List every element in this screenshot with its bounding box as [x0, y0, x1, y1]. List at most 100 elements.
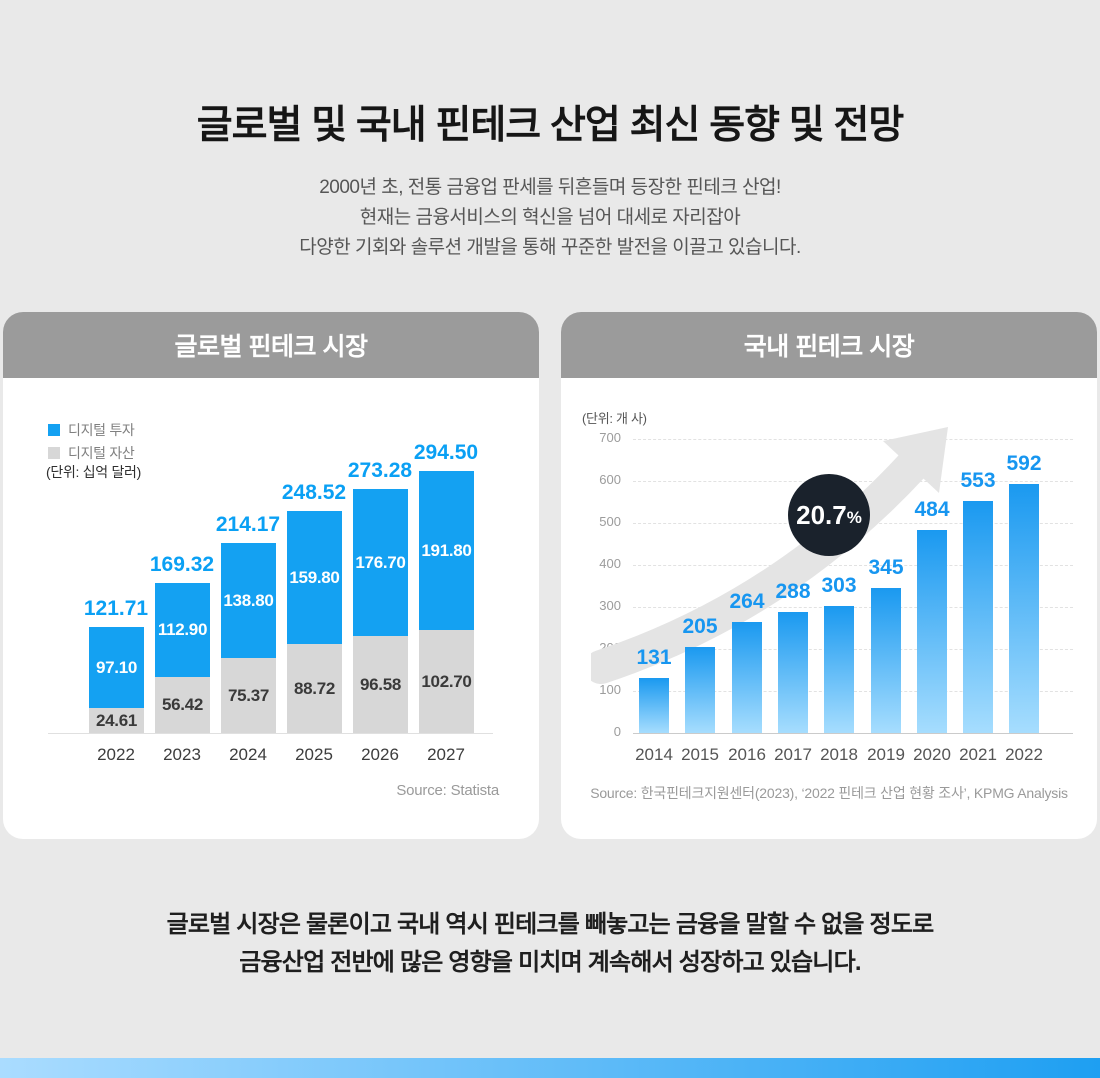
domestic-fintech-card: (단위: 개 사) 0 100 200 300 400 500 600 700 131 2014…	[561, 312, 1097, 839]
legend-label-digital-investment: 디지털 투자	[68, 421, 135, 438]
bar-segment-digital-investment	[155, 583, 210, 677]
page-title: 글로벌 및 국내 핀테크 산업 최신 동향 및 전망	[196, 104, 905, 147]
x-axis-line	[48, 733, 493, 734]
page-subtitle: 2000년 초, 전통 금융업 판세를 뒤흔들며 등장한 핀테크 산업! 현재는…	[0, 173, 1100, 263]
bar-segment-digital-asset	[353, 636, 408, 733]
y-axis-label: 300	[599, 598, 621, 613]
global-chart-plot: 디지털 투자 디지털 자산 (단위: 십억 달러) 97.10 24.61 121.…	[3, 312, 539, 839]
bar-segment-digital-asset	[221, 658, 276, 733]
legend-swatch-gray	[48, 446, 60, 459]
bar-segment-digital-investment	[353, 489, 408, 636]
x-axis-label: 2017	[774, 745, 812, 764]
legend-label-digital-asset: 디지털 자산	[68, 444, 135, 461]
bar	[778, 612, 808, 733]
bar-segment-digital-asset	[89, 708, 144, 733]
bar-segment-digital-investment	[221, 543, 276, 658]
bar	[963, 501, 993, 733]
x-axis-label: 2018	[820, 745, 858, 764]
x-axis-label: 2025	[295, 745, 333, 764]
total-value-label: 121.71	[83, 597, 149, 620]
subtitle-line-3: 다양한 기회와 솔루션 개발을 통해 꾸준한 발전을 이끌고 있습니다.	[299, 237, 801, 258]
segment-value-label: 97.10	[95, 658, 138, 677]
segment-value-label: 176.70	[355, 553, 406, 572]
bar	[917, 530, 947, 733]
y-axis-label: 400	[599, 556, 621, 571]
x-axis-label: 2014	[635, 745, 673, 764]
x-axis-label: 2027	[427, 745, 465, 764]
global-fintech-card: 디지털 투자 디지털 자산 (단위: 십억 달러) 97.10 24.61 121.…	[3, 312, 539, 839]
value-label: 592	[1006, 452, 1042, 475]
growth-badge: 20.7 %	[788, 474, 870, 556]
growth-badge-percent-sign: %	[846, 507, 862, 527]
legend-item-digital-investment: 디지털 투자	[48, 418, 135, 441]
x-axis-label: 2024	[229, 745, 267, 764]
growth-arrow-icon	[584, 397, 991, 697]
bar	[871, 588, 901, 733]
value-label: 553	[960, 469, 996, 492]
total-value-label: 273.28	[347, 459, 413, 482]
domestic-card-title: 국내 핀테크 시장	[743, 333, 915, 361]
bar	[685, 647, 715, 733]
source-text-domestic: Source: 한국핀테크지원센터(2023), ‘2022 핀테크 산업 현황…	[590, 785, 1068, 801]
unit-label-domestic: (단위: 개 사)	[582, 411, 647, 426]
value-label: 264	[729, 590, 765, 613]
gridline	[633, 439, 1073, 440]
x-axis-label: 2015	[681, 745, 719, 764]
segment-value-label: 96.58	[359, 675, 402, 694]
legend-swatch-blue	[48, 423, 60, 436]
value-label: 205	[682, 615, 718, 638]
unit-label-global: (단위: 십억 달러)	[46, 464, 141, 480]
x-axis-label: 2023	[163, 745, 201, 764]
segment-value-label: 102.70	[421, 672, 472, 691]
x-axis-label: 2019	[867, 745, 905, 764]
total-value-label: 214.17	[215, 513, 281, 536]
x-axis-label: 2022	[1005, 745, 1043, 764]
bar	[639, 678, 669, 733]
closing-text: 글로벌 시장은 물론이고 국내 역시 핀테크를 빼놓고는 금융을 말할 수 없을…	[0, 906, 1100, 982]
bar	[732, 622, 762, 733]
value-label: 484	[914, 498, 950, 521]
y-axis-label: 700	[599, 430, 621, 445]
x-axis-label: 2022	[97, 745, 135, 764]
domestic-bars-layer: 131 2014 205 2015 264 2016 288 2017 303 2018 345 20…	[561, 312, 1097, 839]
x-axis-label: 2016	[728, 745, 766, 764]
gridline	[633, 733, 1073, 734]
global-card-title: 글로벌 핀테크 시장	[174, 333, 368, 361]
total-value-label: 248.52	[281, 481, 347, 504]
segment-value-label: 24.61	[95, 711, 138, 730]
closing-line-1: 글로벌 시장은 물론이고 국내 역시 핀테크를 빼놓고는 금융을 말할 수 없을…	[166, 911, 935, 938]
subtitle-line-1: 2000년 초, 전통 금융업 판세를 뒤흔들며 등장한 핀테크 산업!	[319, 177, 781, 198]
bar-segment-digital-asset	[287, 644, 342, 733]
segment-value-label: 56.42	[161, 695, 204, 714]
chart-legend: 디지털 투자 디지털 자산	[48, 418, 135, 464]
value-label: 303	[821, 574, 857, 597]
segment-value-label: 88.72	[293, 679, 336, 698]
segment-value-label: 75.37	[227, 686, 270, 705]
gridline	[633, 565, 1073, 566]
bar-segment-digital-asset	[419, 630, 474, 733]
x-axis-label: 2021	[959, 745, 997, 764]
legend-item-digital-asset: 디지털 자산	[48, 441, 135, 464]
value-label: 345	[868, 556, 904, 579]
domestic-chart-plot: (단위: 개 사) 0 100 200 300 400 500 600 700 131 2014…	[561, 312, 1097, 839]
closing-line-2: 금융산업 전반에 많은 영향을 미치며 계속해서 성장하고 있습니다.	[239, 949, 861, 976]
segment-value-label: 112.90	[157, 620, 208, 639]
y-axis-label: 600	[599, 472, 621, 487]
x-axis-label: 2026	[361, 745, 399, 764]
segment-value-label: 138.80	[223, 591, 274, 610]
bar	[1009, 484, 1039, 733]
bar-segment-digital-investment	[89, 627, 144, 708]
bar-segment-digital-asset	[155, 677, 210, 733]
segment-value-label: 191.80	[421, 541, 472, 560]
bar-segment-digital-investment	[419, 471, 474, 630]
x-axis-label: 2020	[913, 745, 951, 764]
growth-badge-value: 20.7	[796, 499, 847, 530]
y-axis-label: 500	[599, 514, 621, 529]
total-value-label: 294.50	[413, 441, 479, 464]
value-label: 131	[636, 646, 672, 669]
y-axis-label: 100	[599, 682, 621, 697]
y-axis-label: 0	[613, 724, 621, 739]
bar	[824, 606, 854, 733]
segment-value-label: 159.80	[289, 568, 340, 587]
global-card-header: 글로벌 핀테크 시장	[3, 312, 539, 378]
